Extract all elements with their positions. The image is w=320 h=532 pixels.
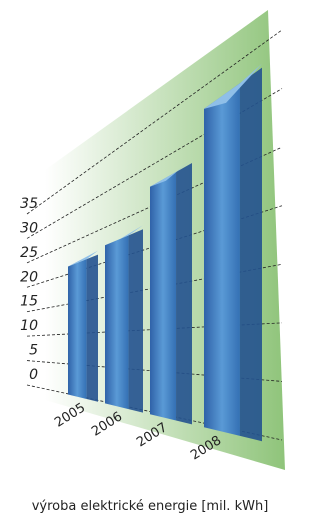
bar-side xyxy=(129,229,143,412)
x-axis-label: výroba elektrické energie [mil. kWh] xyxy=(32,499,269,514)
bar-side xyxy=(176,163,192,424)
bar xyxy=(204,83,240,436)
y-tick-label: 30 xyxy=(20,220,38,236)
y-tick-label: 0 xyxy=(29,367,38,383)
y-tick-label: 35 xyxy=(20,196,38,212)
y-tick-label: 25 xyxy=(20,245,38,261)
bar xyxy=(68,259,87,399)
y-tick-label: 5 xyxy=(29,343,38,359)
bar xyxy=(105,235,129,409)
bar xyxy=(150,172,176,421)
bar-side xyxy=(87,255,98,402)
y-tick-label: 10 xyxy=(20,318,38,334)
y-tick-label: 20 xyxy=(20,269,38,285)
y-tick-label: 15 xyxy=(20,294,38,310)
bar-side xyxy=(240,68,262,442)
